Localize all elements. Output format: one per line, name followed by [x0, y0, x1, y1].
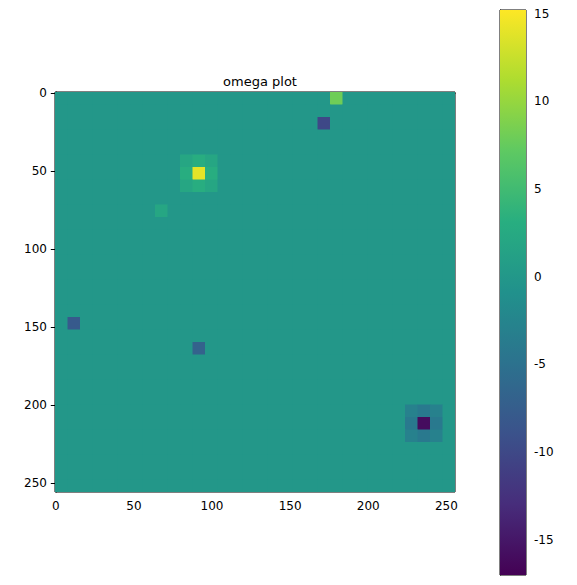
- svg-text:100: 100: [201, 499, 224, 513]
- svg-text:15: 15: [534, 7, 549, 21]
- svg-text:-5: -5: [534, 357, 546, 371]
- svg-text:0: 0: [39, 86, 47, 100]
- svg-text:200: 200: [24, 398, 47, 412]
- svg-text:200: 200: [357, 499, 380, 513]
- svg-text:100: 100: [24, 242, 47, 256]
- svg-text:omega plot: omega plot: [223, 74, 297, 89]
- svg-text:250: 250: [24, 476, 47, 490]
- svg-text:250: 250: [435, 499, 458, 513]
- svg-text:150: 150: [24, 320, 47, 334]
- svg-text:-10: -10: [534, 445, 554, 459]
- svg-text:-15: -15: [534, 533, 554, 547]
- svg-text:0: 0: [534, 270, 542, 284]
- svg-text:50: 50: [126, 499, 141, 513]
- svg-text:0: 0: [52, 499, 60, 513]
- svg-text:50: 50: [32, 164, 47, 178]
- svg-text:5: 5: [534, 182, 542, 196]
- svg-text:150: 150: [279, 499, 302, 513]
- svg-text:10: 10: [534, 94, 549, 108]
